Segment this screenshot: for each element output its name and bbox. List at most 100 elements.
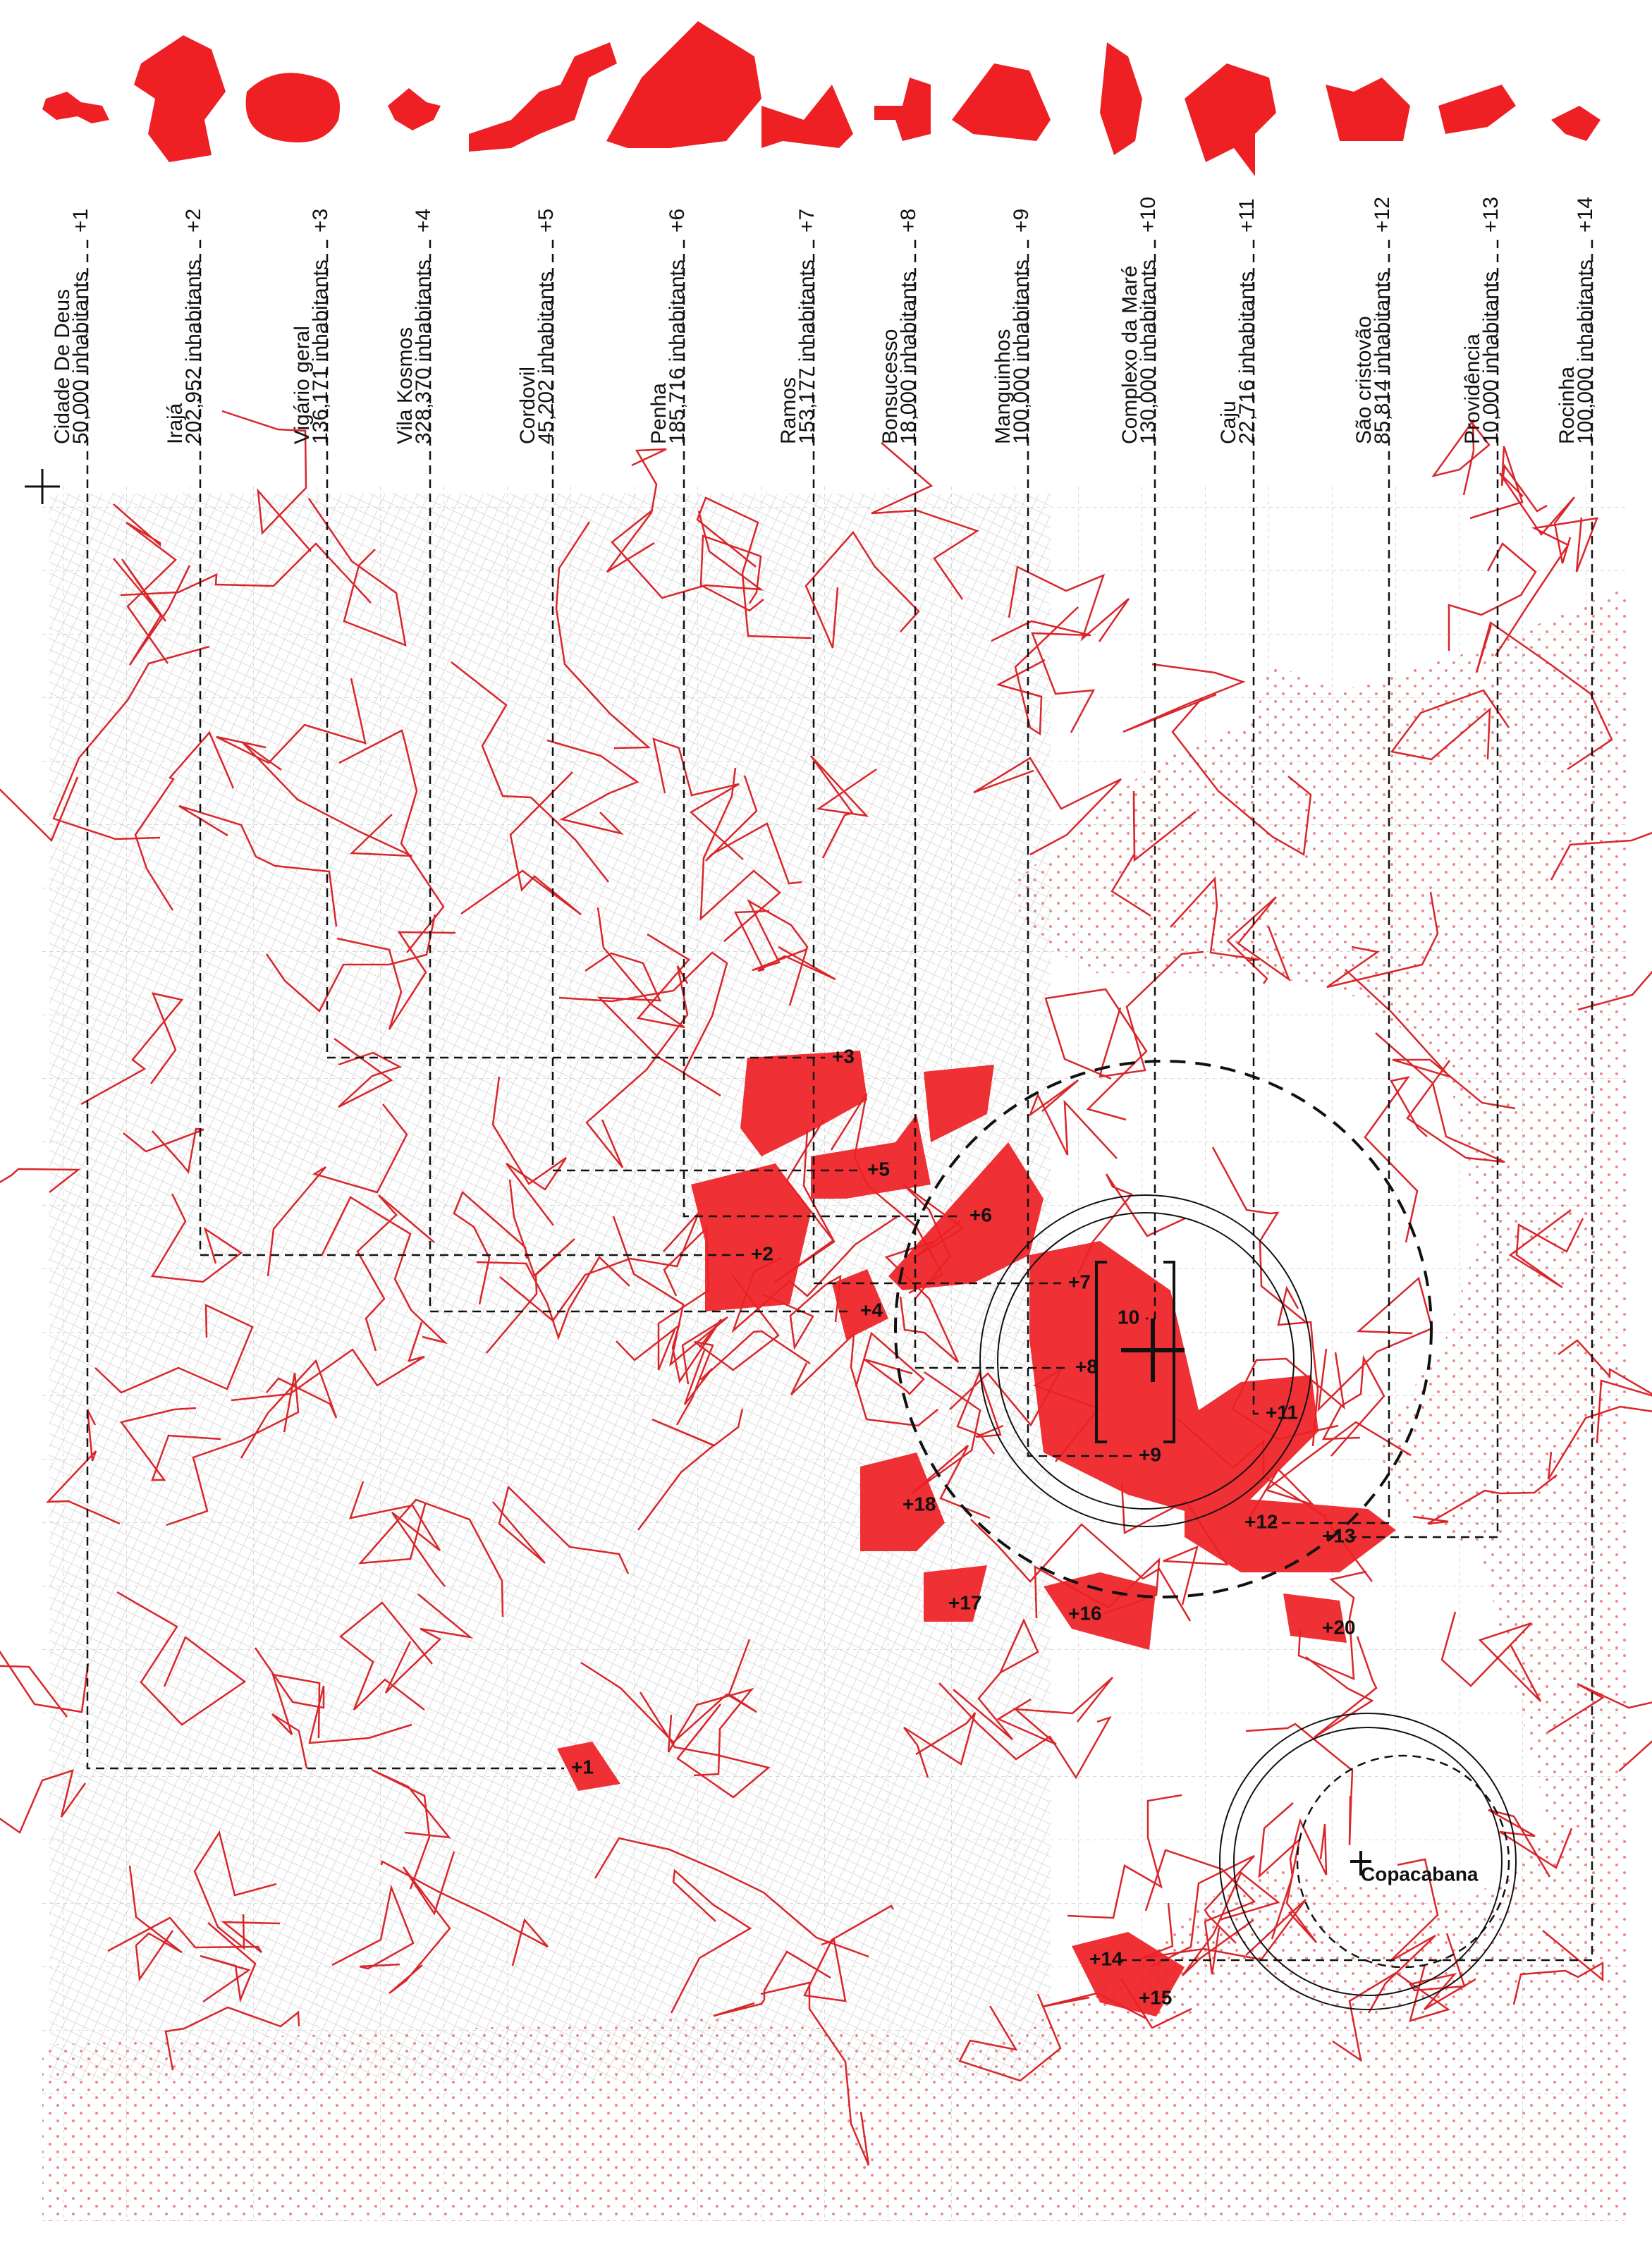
district-boundary <box>349 1481 446 1587</box>
favela-name: Cidade De Deus <box>51 289 74 444</box>
district-boundary <box>675 1275 780 1426</box>
favela-name: Bonsucesso <box>879 329 902 444</box>
leader-line <box>1118 240 1593 1962</box>
district-boundary <box>166 1372 300 1527</box>
favela-name: São cristovão <box>1352 316 1376 444</box>
district-boundary <box>1170 876 1260 962</box>
district-boundary <box>134 730 235 911</box>
district-boundary <box>1488 1809 1573 1878</box>
district-boundary <box>1475 620 1613 771</box>
favela-number: +11 <box>1235 198 1259 233</box>
district-boundary <box>1367 1858 1439 2014</box>
district-boundary <box>1345 969 1516 1110</box>
district-boundary <box>1008 565 1130 642</box>
district-boundary <box>611 509 764 599</box>
district-boundary <box>1245 1723 1354 1846</box>
district-boundary <box>639 1692 771 1799</box>
district-boundary <box>451 661 609 883</box>
district-boundary <box>380 1860 549 1966</box>
district-boundary <box>1547 1405 1652 1480</box>
favela-population: 50,000 inhabitants <box>69 271 92 444</box>
district-boundary <box>1577 970 1652 1011</box>
district-boundary <box>953 1617 1039 1740</box>
favela-number: +1 <box>69 209 92 233</box>
district-boundary <box>667 1687 754 1777</box>
district-boundary <box>1440 1611 1542 1702</box>
district-boundary <box>178 805 338 927</box>
favela-number: +9 <box>1010 209 1033 233</box>
district-boundary <box>200 1922 257 2003</box>
district-boundary <box>492 1485 630 1574</box>
favela-population: 185,716 inhabitants <box>666 259 689 444</box>
district-boundary <box>790 1331 938 1427</box>
favela-population: 136,171 inhabitants <box>309 259 332 444</box>
favela-name: Vila Kosmos <box>393 327 417 444</box>
district-boundary <box>683 1330 811 1405</box>
leader-line <box>86 240 564 1770</box>
district-boundary <box>996 606 1079 736</box>
district-boundary <box>1110 790 1197 917</box>
favela-population: 10,000 inhabitants <box>1479 271 1503 444</box>
district-boundary <box>1305 1636 1378 1739</box>
district-boundary <box>371 1768 451 1890</box>
leader-line <box>551 240 860 1172</box>
district-boundary <box>338 729 445 953</box>
leader-line <box>1027 240 1132 1457</box>
favela-areas <box>557 1051 1396 2017</box>
district-boundary <box>491 1076 568 1226</box>
map-label: +11 <box>1266 1401 1298 1423</box>
district-boundary <box>1364 1076 1428 1243</box>
district-boundary <box>265 914 436 1013</box>
favela-number: +3 <box>309 209 332 233</box>
district-boundary <box>334 1037 403 1108</box>
leader-line <box>429 240 853 1313</box>
district-boundary <box>747 898 809 1006</box>
leader-line <box>1273 240 1390 1524</box>
district-boundary <box>116 1591 247 1726</box>
district-boundary <box>652 738 744 860</box>
favela-number: +13 <box>1479 197 1503 233</box>
map-label: +12 <box>1244 1510 1278 1532</box>
map-label: +20 <box>1322 1616 1356 1638</box>
district-boundary <box>809 755 877 859</box>
map-label: +16 <box>1068 1602 1102 1624</box>
district-boundary <box>803 1904 895 2002</box>
district-boundary <box>804 530 920 649</box>
district-boundary <box>734 910 836 981</box>
map-label: +3 <box>832 1045 855 1067</box>
district-boundary <box>1122 663 1246 733</box>
favela-number: +2 <box>182 209 205 233</box>
map-label: 10 <box>1118 1306 1139 1328</box>
district-boundary <box>1431 418 1491 496</box>
district-boundary <box>128 1865 183 1982</box>
district-boundary <box>546 739 640 836</box>
favela-population: 100,000 inhabitants <box>1574 259 1597 444</box>
district-boundary <box>193 1830 277 1950</box>
district-boundary <box>52 645 210 840</box>
district-boundary <box>1226 896 1291 984</box>
favela-population: 153,177 inhabitants <box>795 259 819 444</box>
favela-name: Complexo da Maré <box>1118 266 1142 444</box>
district-boundary <box>331 1884 415 1970</box>
district-boundary <box>580 1639 757 1744</box>
map-label: +6 <box>969 1204 992 1225</box>
map-label: +15 <box>1139 1986 1173 2008</box>
district-boundary <box>356 1194 435 1352</box>
district-boundary <box>1211 1146 1307 1323</box>
favela-number: +7 <box>795 209 819 233</box>
district-boundary <box>1297 1570 1367 1680</box>
district-boundary <box>320 1196 448 1345</box>
favela-name: Penha <box>647 383 671 444</box>
district-boundary <box>486 1179 575 1354</box>
district-boundary <box>267 1103 408 1277</box>
district-boundary <box>1277 1285 1319 1447</box>
district-boundary <box>1141 1899 1307 1961</box>
district-boundary <box>120 542 372 604</box>
circles <box>25 469 1517 2010</box>
favela-name: Vigário geral <box>290 326 314 444</box>
district-boundary <box>884 1240 960 1363</box>
district-boundary <box>606 448 667 573</box>
map-label: +18 <box>903 1493 936 1515</box>
